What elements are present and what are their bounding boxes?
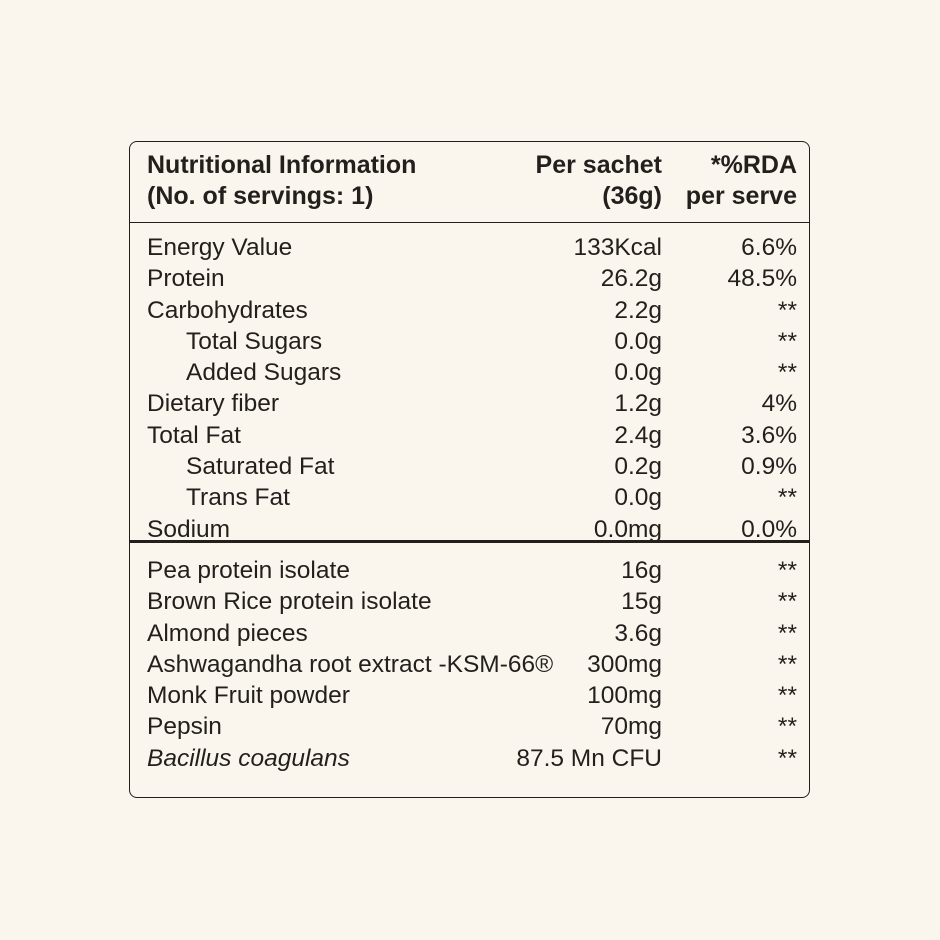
cell-amount: 0.2g: [614, 453, 662, 481]
cell-rda: 4%: [761, 390, 797, 418]
cell-rda: 0.9%: [741, 453, 797, 481]
header-line: (No. of servings: 1) (36g) per serve: [147, 181, 797, 211]
cell-name: Protein: [147, 265, 225, 293]
cell-amount: 87.5 Mn CFU: [516, 744, 662, 772]
cell-name: Saturated Fat: [186, 453, 335, 481]
table-row: Total Fat 2.4g 3.6%: [147, 420, 797, 451]
cell-rda: **: [777, 744, 797, 772]
cell-name: Ashwagandha root extract -KSM-66®: [147, 650, 554, 678]
table-row: Energy Value 133Kcal 6.6%: [147, 232, 797, 263]
cell-rda: **: [777, 713, 797, 741]
table-row: Protein 26.2g 48.5%: [147, 263, 797, 294]
nutrients-section: Energy Value 133Kcal 6.6% Protein 26.2g 48.5%…: [130, 223, 809, 543]
cell-amount: 133Kcal: [573, 234, 662, 261]
header-label: (No. of servings: 1): [147, 182, 374, 210]
table-row: Total Sugars 0.0g **: [147, 326, 797, 357]
table-row: Ashwagandha root extract -KSM-66® 300mg **: [147, 649, 797, 680]
cell-rda: **: [777, 682, 797, 710]
cell-amount: 2.2g: [614, 296, 662, 324]
cell-amount: 3.6g: [614, 619, 662, 647]
cell-amount: 0.0g: [614, 327, 662, 355]
cell-name: Total Sugars: [186, 327, 323, 355]
table-row: Brown Rice protein isolate 15g **: [147, 586, 797, 617]
cell-name: Carbohydrates: [147, 296, 308, 324]
table-row: Pea protein isolate 16g **: [147, 555, 797, 586]
table-row: Carbohydrates 2.2g **: [147, 295, 797, 326]
cell-amount: 0.0mg: [593, 515, 662, 543]
cell-amount: 0.0g: [614, 359, 662, 387]
cell-name: Monk Fruit powder: [147, 682, 350, 710]
cell-name: Bacillus coagulans: [147, 744, 350, 772]
ingredients-section: Pea protein isolate 16g ** Brown Rice prote…: [130, 543, 809, 774]
cell-name: Pepsin: [147, 713, 222, 741]
cell-amount: 300mg: [587, 650, 662, 678]
cell-name: Dietary fiber: [147, 390, 280, 418]
cell-amount: 2.4g: [614, 421, 662, 449]
cell-rda: **: [777, 557, 797, 584]
header-per-sachet: (36g): [602, 182, 662, 210]
table-row: Added Sugars 0.0g **: [147, 357, 797, 388]
table-row: Trans Fat 0.0g **: [147, 482, 797, 513]
cell-rda: **: [777, 650, 797, 678]
cell-rda: **: [777, 327, 797, 355]
table-row: Sodium 0.0mg 0.0%: [147, 514, 797, 545]
cell-rda: 0.0%: [741, 515, 797, 543]
cell-name: Pea protein isolate: [147, 557, 350, 584]
cell-name: Trans Fat: [186, 484, 290, 512]
cell-rda: **: [777, 296, 797, 324]
header-line: Nutritional Information Per sachet *%RDA: [147, 150, 797, 180]
table-row: Monk Fruit powder 100mg **: [147, 680, 797, 711]
header-label: Nutritional Information: [147, 151, 417, 179]
cell-rda: **: [777, 588, 797, 616]
header-rda: *%RDA: [710, 151, 797, 179]
cell-rda: 48.5%: [727, 265, 797, 293]
cell-amount: 26.2g: [600, 265, 662, 293]
header-rda: per serve: [685, 182, 797, 210]
table-header: Nutritional Information Per sachet *%RDA…: [130, 142, 809, 223]
cell-name: Brown Rice protein isolate: [147, 588, 432, 616]
cell-rda: 3.6%: [741, 421, 797, 449]
cell-amount: 70mg: [600, 713, 662, 741]
cell-amount: 1.2g: [614, 390, 662, 418]
cell-name: Total Fat: [147, 421, 241, 449]
cell-name: Energy Value: [147, 234, 293, 261]
cell-rda: **: [777, 359, 797, 387]
cell-name: Added Sugars: [186, 359, 342, 387]
cell-name: Sodium: [147, 515, 231, 543]
cell-name: Almond pieces: [147, 619, 308, 647]
nutrition-table: Nutritional Information Per sachet *%RDA…: [129, 141, 810, 798]
cell-amount: 16g: [621, 557, 662, 584]
table-row: Pepsin 70mg **: [147, 711, 797, 742]
table-row: Bacillus coagulans 87.5 Mn CFU **: [147, 743, 797, 774]
cell-amount: 0.0g: [614, 484, 662, 512]
header-per-sachet: Per sachet: [535, 151, 662, 179]
cell-amount: 100mg: [587, 682, 662, 710]
cell-rda: 6.6%: [741, 234, 797, 261]
table-row: Dietary fiber 1.2g 4%: [147, 388, 797, 419]
cell-amount: 15g: [621, 588, 662, 616]
cell-rda: **: [777, 484, 797, 512]
cell-rda: **: [777, 619, 797, 647]
table-row: Saturated Fat 0.2g 0.9%: [147, 451, 797, 482]
table-row: Almond pieces 3.6g **: [147, 618, 797, 649]
